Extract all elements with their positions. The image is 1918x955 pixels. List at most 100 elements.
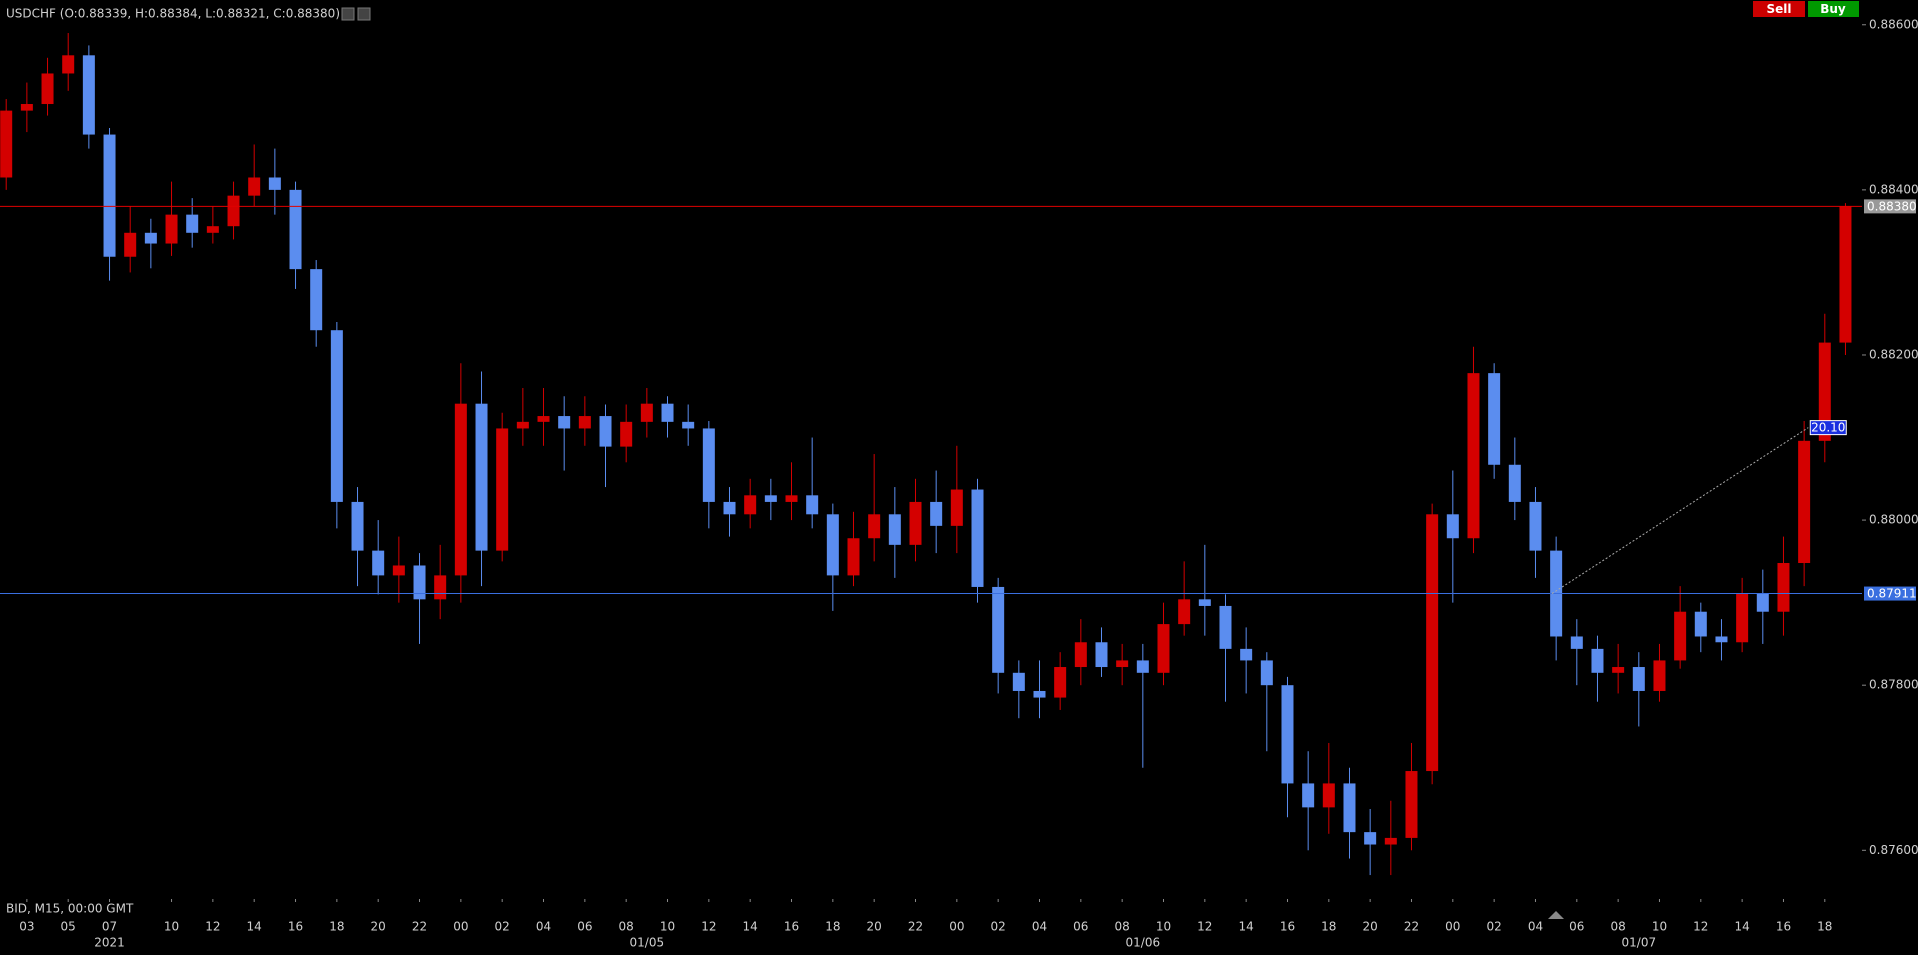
y-tick-label: 0.88000: [1869, 513, 1918, 527]
candle-body: [1054, 667, 1067, 698]
candle-body: [1012, 672, 1025, 691]
candle-body: [1508, 464, 1521, 502]
date-label: 01/06: [1126, 936, 1161, 950]
trend-label-box: [1809, 420, 1847, 436]
candle-body: [1219, 605, 1232, 649]
x-tick-label: 00: [949, 920, 964, 934]
trend-line: [1551, 427, 1809, 594]
y-tick-label: 0.88200: [1869, 347, 1918, 361]
candle-body: [682, 421, 695, 429]
sell-label[interactable]: Sell: [1766, 2, 1791, 16]
x-tick-label: 02: [1487, 920, 1502, 934]
x-tick-label: 00: [453, 920, 468, 934]
x-tick-label: 12: [1197, 920, 1212, 934]
candle-body: [826, 514, 839, 576]
candle-body: [454, 403, 467, 576]
x-tick-label: 04: [1528, 920, 1543, 934]
y-tick-label: 0.87600: [1869, 843, 1918, 857]
buy-label[interactable]: Buy: [1820, 2, 1846, 16]
x-tick-label: 22: [908, 920, 923, 934]
x-tick-label: 07: [102, 920, 117, 934]
candle-body: [1364, 832, 1377, 845]
candle-body: [909, 501, 922, 545]
x-tick-label: 02: [991, 920, 1006, 934]
candle-body: [165, 214, 178, 244]
x-tick-label: 14: [743, 920, 758, 934]
candle-body: [1281, 685, 1294, 784]
icon-settings[interactable]: [341, 7, 355, 21]
candle-body: [764, 495, 777, 502]
candle-body: [1839, 206, 1852, 343]
candle-body: [888, 514, 901, 545]
x-tick-label: 05: [61, 920, 76, 934]
x-tick-label: 10: [1156, 920, 1171, 934]
candle-body: [1074, 642, 1087, 668]
candle-body: [1777, 563, 1790, 612]
chart-title: USDCHF (O:0.88339, H:0.88384, L:0.88321,…: [6, 7, 340, 21]
candle-body: [392, 565, 405, 576]
candle-body: [289, 189, 302, 270]
candle-body: [1136, 660, 1149, 673]
x-tick-label: 20: [371, 920, 386, 934]
x-tick-label: 04: [1032, 920, 1047, 934]
x-tick-label: 10: [660, 920, 675, 934]
buy-button[interactable]: [1808, 1, 1859, 17]
candle-body: [351, 501, 364, 551]
candle-body: [1116, 660, 1129, 668]
candle-body: [1736, 593, 1749, 643]
icon-close[interactable]: [357, 7, 371, 21]
candle-body: [330, 330, 343, 502]
x-tick-label: 22: [1404, 920, 1419, 934]
x-tick-label: 18: [329, 920, 344, 934]
candle-body: [1426, 514, 1439, 772]
date-label: 2021: [94, 936, 125, 950]
candle-body: [82, 55, 95, 135]
candle-body: [1591, 648, 1604, 673]
candle-body: [268, 177, 281, 190]
candle-body: [1322, 783, 1335, 808]
x-tick-label: 08: [619, 920, 634, 934]
candle-body: [186, 214, 199, 233]
candle-body: [1674, 611, 1687, 661]
candle-body: [930, 501, 943, 526]
candle-body: [310, 269, 323, 331]
x-tick-label: 12: [701, 920, 716, 934]
candle-body: [475, 403, 488, 551]
x-tick-label: 18: [825, 920, 840, 934]
candle-body: [41, 73, 54, 105]
level-label: 0.87911: [1867, 587, 1917, 601]
candle-body: [1529, 501, 1542, 551]
candle-body: [227, 195, 240, 227]
candle-body: [0, 110, 13, 178]
level-label-box: [1864, 199, 1916, 214]
x-tick-label: 16: [288, 920, 303, 934]
x-tick-label: 00: [1445, 920, 1460, 934]
period-marker: [1548, 911, 1564, 919]
date-label: 01/05: [630, 936, 665, 950]
candle-body: [1384, 837, 1397, 845]
x-tick-label: 20: [867, 920, 882, 934]
candle-body: [723, 501, 736, 515]
candle-body: [1405, 771, 1418, 838]
candle-body: [971, 489, 984, 587]
candle-body: [1653, 660, 1666, 691]
candle-body: [1756, 593, 1769, 612]
x-tick-label: 03: [19, 920, 34, 934]
x-tick-label: 06: [1569, 920, 1584, 934]
candle-body: [372, 550, 385, 576]
candle-body: [1818, 342, 1831, 441]
y-tick-label: 0.87800: [1869, 678, 1918, 692]
x-tick-label: 12: [1693, 920, 1708, 934]
candle-body: [1198, 599, 1211, 606]
candle-body: [537, 416, 550, 422]
candle-body: [248, 177, 261, 196]
sell-button[interactable]: [1753, 1, 1805, 17]
candle-body: [640, 403, 653, 422]
x-tick-label: 04: [536, 920, 551, 934]
candle-body: [1694, 611, 1707, 637]
candle-body: [578, 416, 591, 429]
candle-body: [661, 403, 674, 422]
x-tick-label: 08: [1611, 920, 1626, 934]
